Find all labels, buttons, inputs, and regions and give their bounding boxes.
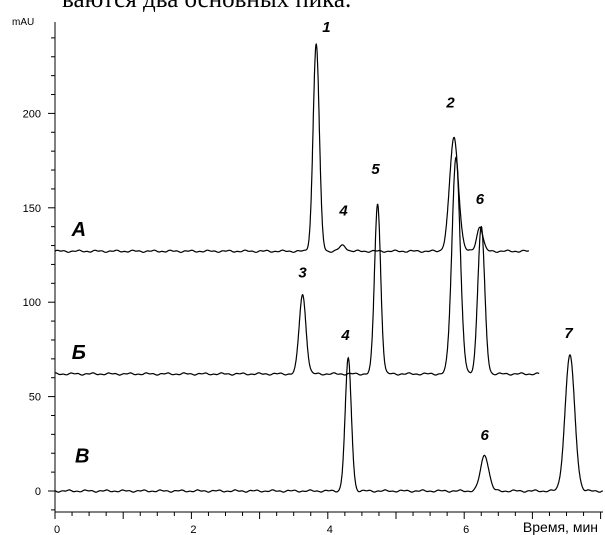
axes-layer: 0 50 100 150 200 mAU 0 2 4 6 Время, мин: [12, 17, 603, 535]
x-tick-label: 6: [463, 524, 469, 535]
y-tick-label: 200: [23, 108, 41, 120]
peak-label-6: 6: [480, 427, 489, 444]
peak-label-4: 4: [340, 327, 350, 344]
caption-fragment: ваются два основных пика.: [62, 0, 351, 14]
peak-label-6: 6: [476, 191, 485, 208]
trace-2: [55, 156, 540, 376]
peak-label-5: 5: [371, 161, 380, 178]
peak-label-1: 1: [322, 19, 330, 36]
y-tick-label: 50: [29, 392, 41, 404]
x-tick-label: 4: [327, 524, 333, 535]
peak-label-7: 7: [564, 325, 573, 342]
y-axis-unit-label: mAU: [12, 17, 34, 28]
y-tick-label: 100: [23, 297, 41, 309]
y-tick-label: 150: [23, 203, 41, 215]
y-tick-label: 0: [35, 486, 41, 498]
trace-1: [54, 43, 529, 254]
labels-layer: 1 4 5 2 6 3 4 6 7 А Б В: [71, 19, 574, 467]
trace-3: [54, 354, 603, 493]
x-tick-label: 2: [190, 524, 196, 535]
trace-label-2: Б: [72, 342, 86, 364]
peak-label-4: 4: [338, 202, 348, 219]
trace-label-1: А: [71, 219, 86, 241]
x-axis-title: Время, мин: [523, 519, 598, 535]
peak-label-2: 2: [445, 95, 455, 112]
traces-layer: [54, 43, 603, 493]
trace-label-3: В: [75, 446, 89, 468]
peak-label-3: 3: [298, 265, 307, 282]
x-tick-label: 0: [54, 524, 60, 535]
